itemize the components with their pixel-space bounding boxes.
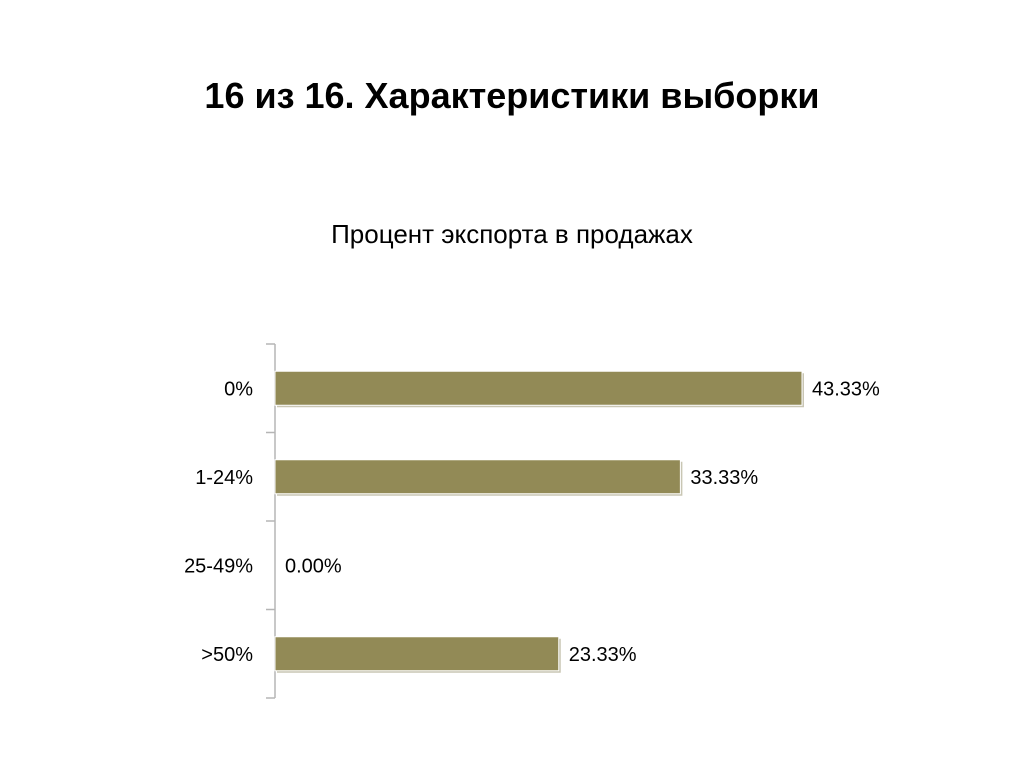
category-label: >50%: [201, 644, 253, 666]
value-label: 23.33%: [569, 644, 637, 666]
bar: [274, 459, 681, 495]
category-label: 0%: [224, 378, 253, 400]
value-label: 33.33%: [690, 467, 758, 489]
value-labels: 43.33% 33.33% 0.00% 23.33%: [285, 378, 880, 666]
category-labels: 0% 1-24% 25-49% >50%: [184, 378, 253, 666]
axis-ticks: [266, 343, 275, 699]
category-label: 1-24%: [195, 467, 253, 489]
value-label: 43.33%: [812, 378, 880, 400]
value-label: 0.00%: [285, 555, 342, 577]
chart-title: Процент экспорта в продажах: [331, 219, 693, 249]
bars: [274, 370, 804, 673]
bar: [274, 636, 560, 672]
category-label: 25-49%: [184, 555, 253, 577]
slide-title: 16 из 16. Характеристики выборки: [204, 75, 820, 116]
bar: [274, 370, 803, 406]
